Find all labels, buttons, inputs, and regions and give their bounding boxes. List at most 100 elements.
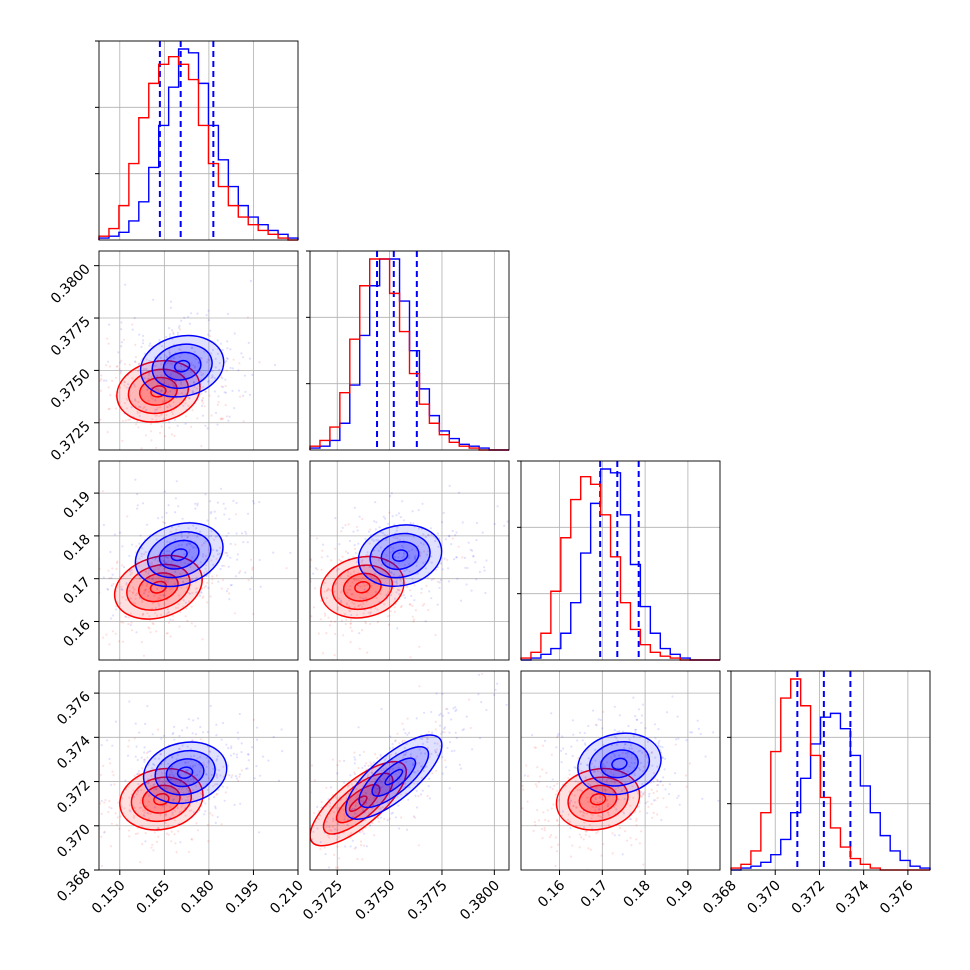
scatter-point bbox=[200, 792, 203, 795]
scatter-point bbox=[105, 364, 108, 367]
scatter-point bbox=[211, 375, 214, 379]
scatter-point bbox=[568, 802, 572, 805]
scatter-point bbox=[343, 759, 346, 763]
scatter-point bbox=[555, 746, 558, 749]
scatter-point bbox=[403, 563, 406, 567]
scatter-point bbox=[132, 591, 135, 594]
scatter-point bbox=[596, 801, 599, 804]
scatter-point bbox=[424, 535, 427, 539]
scatter-point bbox=[343, 613, 346, 616]
scatter-point bbox=[618, 730, 621, 733]
scatter-point bbox=[362, 597, 365, 600]
scatter-point bbox=[124, 419, 127, 422]
scatter-point bbox=[333, 833, 336, 836]
scatter-point bbox=[253, 777, 256, 780]
scatter-point bbox=[177, 326, 181, 329]
scatter-point bbox=[641, 792, 645, 795]
scatter-point bbox=[119, 370, 122, 373]
scatter-point bbox=[219, 487, 223, 490]
scatter-point bbox=[586, 764, 589, 767]
scatter-point bbox=[217, 788, 220, 791]
density-fill bbox=[135, 522, 223, 587]
scatter-point bbox=[120, 797, 123, 800]
scatter-point bbox=[210, 559, 213, 562]
scatter-point bbox=[115, 567, 118, 571]
scatter-point bbox=[159, 564, 162, 567]
scatter-point bbox=[131, 328, 134, 331]
scatter-point bbox=[634, 758, 637, 761]
scatter-point bbox=[535, 785, 539, 788]
scatter-point bbox=[391, 811, 394, 814]
scatter-point bbox=[201, 596, 204, 599]
scatter-point bbox=[427, 533, 430, 537]
scatter-point bbox=[189, 765, 192, 768]
scatter-point bbox=[169, 306, 172, 309]
scatter-point bbox=[362, 800, 365, 803]
scatter-point bbox=[184, 799, 187, 802]
scatter-point bbox=[114, 812, 117, 815]
scatter-point bbox=[640, 761, 643, 765]
scatter-point bbox=[405, 761, 408, 764]
scatter-point bbox=[192, 811, 195, 814]
scatter-point bbox=[404, 782, 407, 785]
scatter-point bbox=[560, 749, 563, 753]
scatter-point bbox=[127, 785, 130, 788]
scatter-point bbox=[123, 807, 126, 810]
scatter-point bbox=[447, 567, 450, 570]
scatter-point bbox=[333, 590, 336, 593]
scatter-point bbox=[357, 604, 360, 608]
scatter-point bbox=[368, 542, 371, 545]
scatter-point bbox=[514, 780, 516, 782]
scatter-point bbox=[178, 324, 181, 328]
scatter-point bbox=[349, 618, 353, 622]
scatter-point bbox=[644, 802, 647, 805]
scatter-point bbox=[390, 545, 393, 549]
scatter-point bbox=[229, 754, 232, 757]
scatter-point bbox=[413, 584, 416, 587]
scatter-point bbox=[602, 765, 605, 768]
scatter-point bbox=[216, 815, 219, 819]
scatter-point bbox=[231, 367, 234, 370]
scatter-point bbox=[124, 283, 127, 286]
scatter-point bbox=[557, 798, 561, 801]
scatter-point bbox=[127, 616, 130, 619]
scatter-point bbox=[137, 363, 141, 366]
scatter-point bbox=[140, 447, 143, 450]
scatter-point bbox=[385, 597, 388, 601]
scatter-point bbox=[409, 603, 412, 606]
scatter-point bbox=[251, 373, 254, 376]
scatter-point bbox=[161, 413, 164, 416]
scatter-point bbox=[591, 814, 594, 817]
scatter-point bbox=[393, 566, 396, 569]
density-fill bbox=[163, 352, 201, 380]
scatter-point bbox=[138, 333, 141, 336]
scatter-point bbox=[373, 520, 376, 523]
scatter-point bbox=[420, 752, 423, 755]
scatter-point bbox=[464, 566, 467, 570]
scatter-point bbox=[163, 560, 166, 563]
panel-frame bbox=[520, 460, 721, 661]
scatter-point bbox=[372, 539, 375, 543]
y-tick-label: 0.17 bbox=[60, 574, 93, 607]
scatter-point bbox=[336, 838, 339, 841]
scatter-point bbox=[295, 522, 297, 524]
scatter-point bbox=[142, 809, 145, 812]
grid-2-1 bbox=[310, 461, 509, 660]
scatter-point bbox=[193, 774, 197, 777]
scatter-point bbox=[151, 767, 154, 770]
scatter-point bbox=[412, 771, 416, 774]
scatter-point bbox=[149, 395, 152, 398]
scatter-point bbox=[621, 730, 625, 733]
scatter-point bbox=[130, 629, 133, 632]
scatter-point bbox=[409, 522, 412, 525]
scatter-point bbox=[166, 556, 169, 559]
scatter-point bbox=[439, 578, 443, 582]
scatter-point bbox=[486, 797, 488, 799]
scatter-point bbox=[601, 774, 605, 777]
scatter-point bbox=[185, 544, 188, 547]
scatter-point bbox=[474, 561, 477, 564]
scatter-point bbox=[432, 577, 435, 581]
scatter-point bbox=[149, 631, 152, 634]
scatter-point bbox=[591, 805, 595, 809]
scatter-point bbox=[590, 762, 594, 765]
